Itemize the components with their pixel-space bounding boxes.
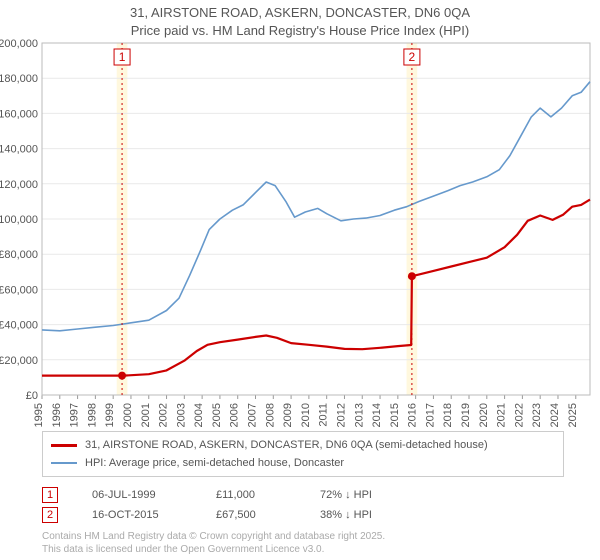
- x-tick-label: 2020: [478, 403, 490, 427]
- sale-row: 2 16-OCT-2015 £67,500 38% ↓ HPI: [42, 505, 564, 525]
- x-tick-label: 2019: [460, 403, 472, 427]
- x-tick-label: 2004: [193, 403, 205, 427]
- sale-price: £11,000: [216, 489, 286, 501]
- price-chart: £0 £20,000 £40,000 £60,000 £80,000 £100,000 £1…: [0, 39, 600, 427]
- x-tick-label: 1998: [86, 403, 98, 427]
- legend-swatch: [51, 444, 77, 447]
- footer-line1: Contains HM Land Registry data © Crown c…: [42, 531, 564, 544]
- title-line1: 31, AIRSTONE ROAD, ASKERN, DONCASTER, DN…: [0, 4, 600, 22]
- y-tick-label: £180,000: [0, 73, 38, 85]
- sale-row: 1 06-JUL-1999 £11,000 72% ↓ HPI: [42, 485, 564, 505]
- y-tick-label: £40,000: [0, 320, 38, 332]
- title-line2: Price paid vs. HM Land Registry's House …: [0, 22, 600, 40]
- x-tick-label: 2001: [140, 403, 152, 427]
- sale-date: 06-JUL-1999: [92, 489, 182, 501]
- sale-price: £67,500: [216, 509, 286, 521]
- sales-table: 1 06-JUL-1999 £11,000 72% ↓ HPI 2 16-OCT-2015…: [42, 485, 564, 525]
- x-tick-label: 2002: [158, 403, 170, 427]
- y-tick-label: £0: [26, 390, 38, 402]
- sale-diff: 72% ↓ HPI: [320, 489, 420, 501]
- sale-date: 16-OCT-2015: [92, 509, 182, 521]
- sale-diff: 38% ↓ HPI: [320, 509, 420, 521]
- x-tick-label: 2025: [567, 403, 579, 427]
- x-tick-label: 2017: [424, 403, 436, 427]
- chart-title: 31, AIRSTONE ROAD, ASKERN, DONCASTER, DN…: [0, 0, 600, 39]
- x-tick-label: 1995: [33, 403, 45, 427]
- x-tick-label: 2007: [247, 403, 259, 427]
- x-tick-label: 2006: [229, 403, 241, 427]
- legend-item: 31, AIRSTONE ROAD, ASKERN, DONCASTER, DN…: [51, 436, 555, 454]
- y-tick-label: £100,000: [0, 214, 38, 226]
- x-tick-label: 2008: [264, 403, 276, 427]
- legend-swatch: [51, 462, 77, 464]
- y-tick-label: £80,000: [0, 249, 38, 261]
- y-tick-label: £160,000: [0, 108, 38, 120]
- attribution: Contains HM Land Registry data © Crown c…: [42, 531, 564, 556]
- x-tick-label: 2024: [549, 403, 561, 427]
- y-tick-label: £20,000: [0, 355, 38, 367]
- sale-number-box: 1: [42, 487, 58, 503]
- x-tick-label: 2013: [353, 403, 365, 427]
- x-tick-label: 2014: [371, 403, 383, 427]
- x-tick-label: 2011: [318, 403, 330, 427]
- x-tick-label: 2015: [389, 403, 401, 427]
- sale-number-box: 2: [42, 507, 58, 523]
- footer-line2: This data is licensed under the Open Gov…: [42, 544, 564, 557]
- x-tick-label: 1999: [104, 403, 116, 427]
- y-tick-label: £60,000: [0, 284, 38, 296]
- x-tick-label: 2018: [442, 403, 454, 427]
- legend-item: HPI: Average price, semi-detached house,…: [51, 454, 555, 472]
- x-tick-label: 1996: [51, 403, 63, 427]
- x-tick-label: 2009: [282, 403, 294, 427]
- x-tick-label: 2012: [335, 403, 347, 427]
- x-tick-label: 2016: [407, 403, 419, 427]
- marker-number: 1: [119, 50, 126, 64]
- y-tick-label: £140,000: [0, 144, 38, 156]
- x-tick-label: 2022: [513, 403, 525, 427]
- x-tick-label: 2003: [175, 403, 187, 427]
- x-tick-label: 1997: [69, 403, 81, 427]
- x-tick-label: 2005: [211, 403, 223, 427]
- legend-label: 31, AIRSTONE ROAD, ASKERN, DONCASTER, DN…: [85, 439, 488, 451]
- marker-number: 2: [409, 50, 416, 64]
- x-tick-label: 2010: [300, 403, 312, 427]
- y-tick-label: £120,000: [0, 179, 38, 191]
- y-tick-label: £200,000: [0, 39, 38, 50]
- chart-area: £0 £20,000 £40,000 £60,000 £80,000 £100,000 £1…: [0, 39, 600, 427]
- legend-label: HPI: Average price, semi-detached house,…: [85, 457, 344, 469]
- x-tick-label: 2021: [496, 403, 508, 427]
- x-tick-label: 2000: [122, 403, 134, 427]
- x-tick-label: 2023: [531, 403, 543, 427]
- legend: 31, AIRSTONE ROAD, ASKERN, DONCASTER, DN…: [42, 431, 564, 477]
